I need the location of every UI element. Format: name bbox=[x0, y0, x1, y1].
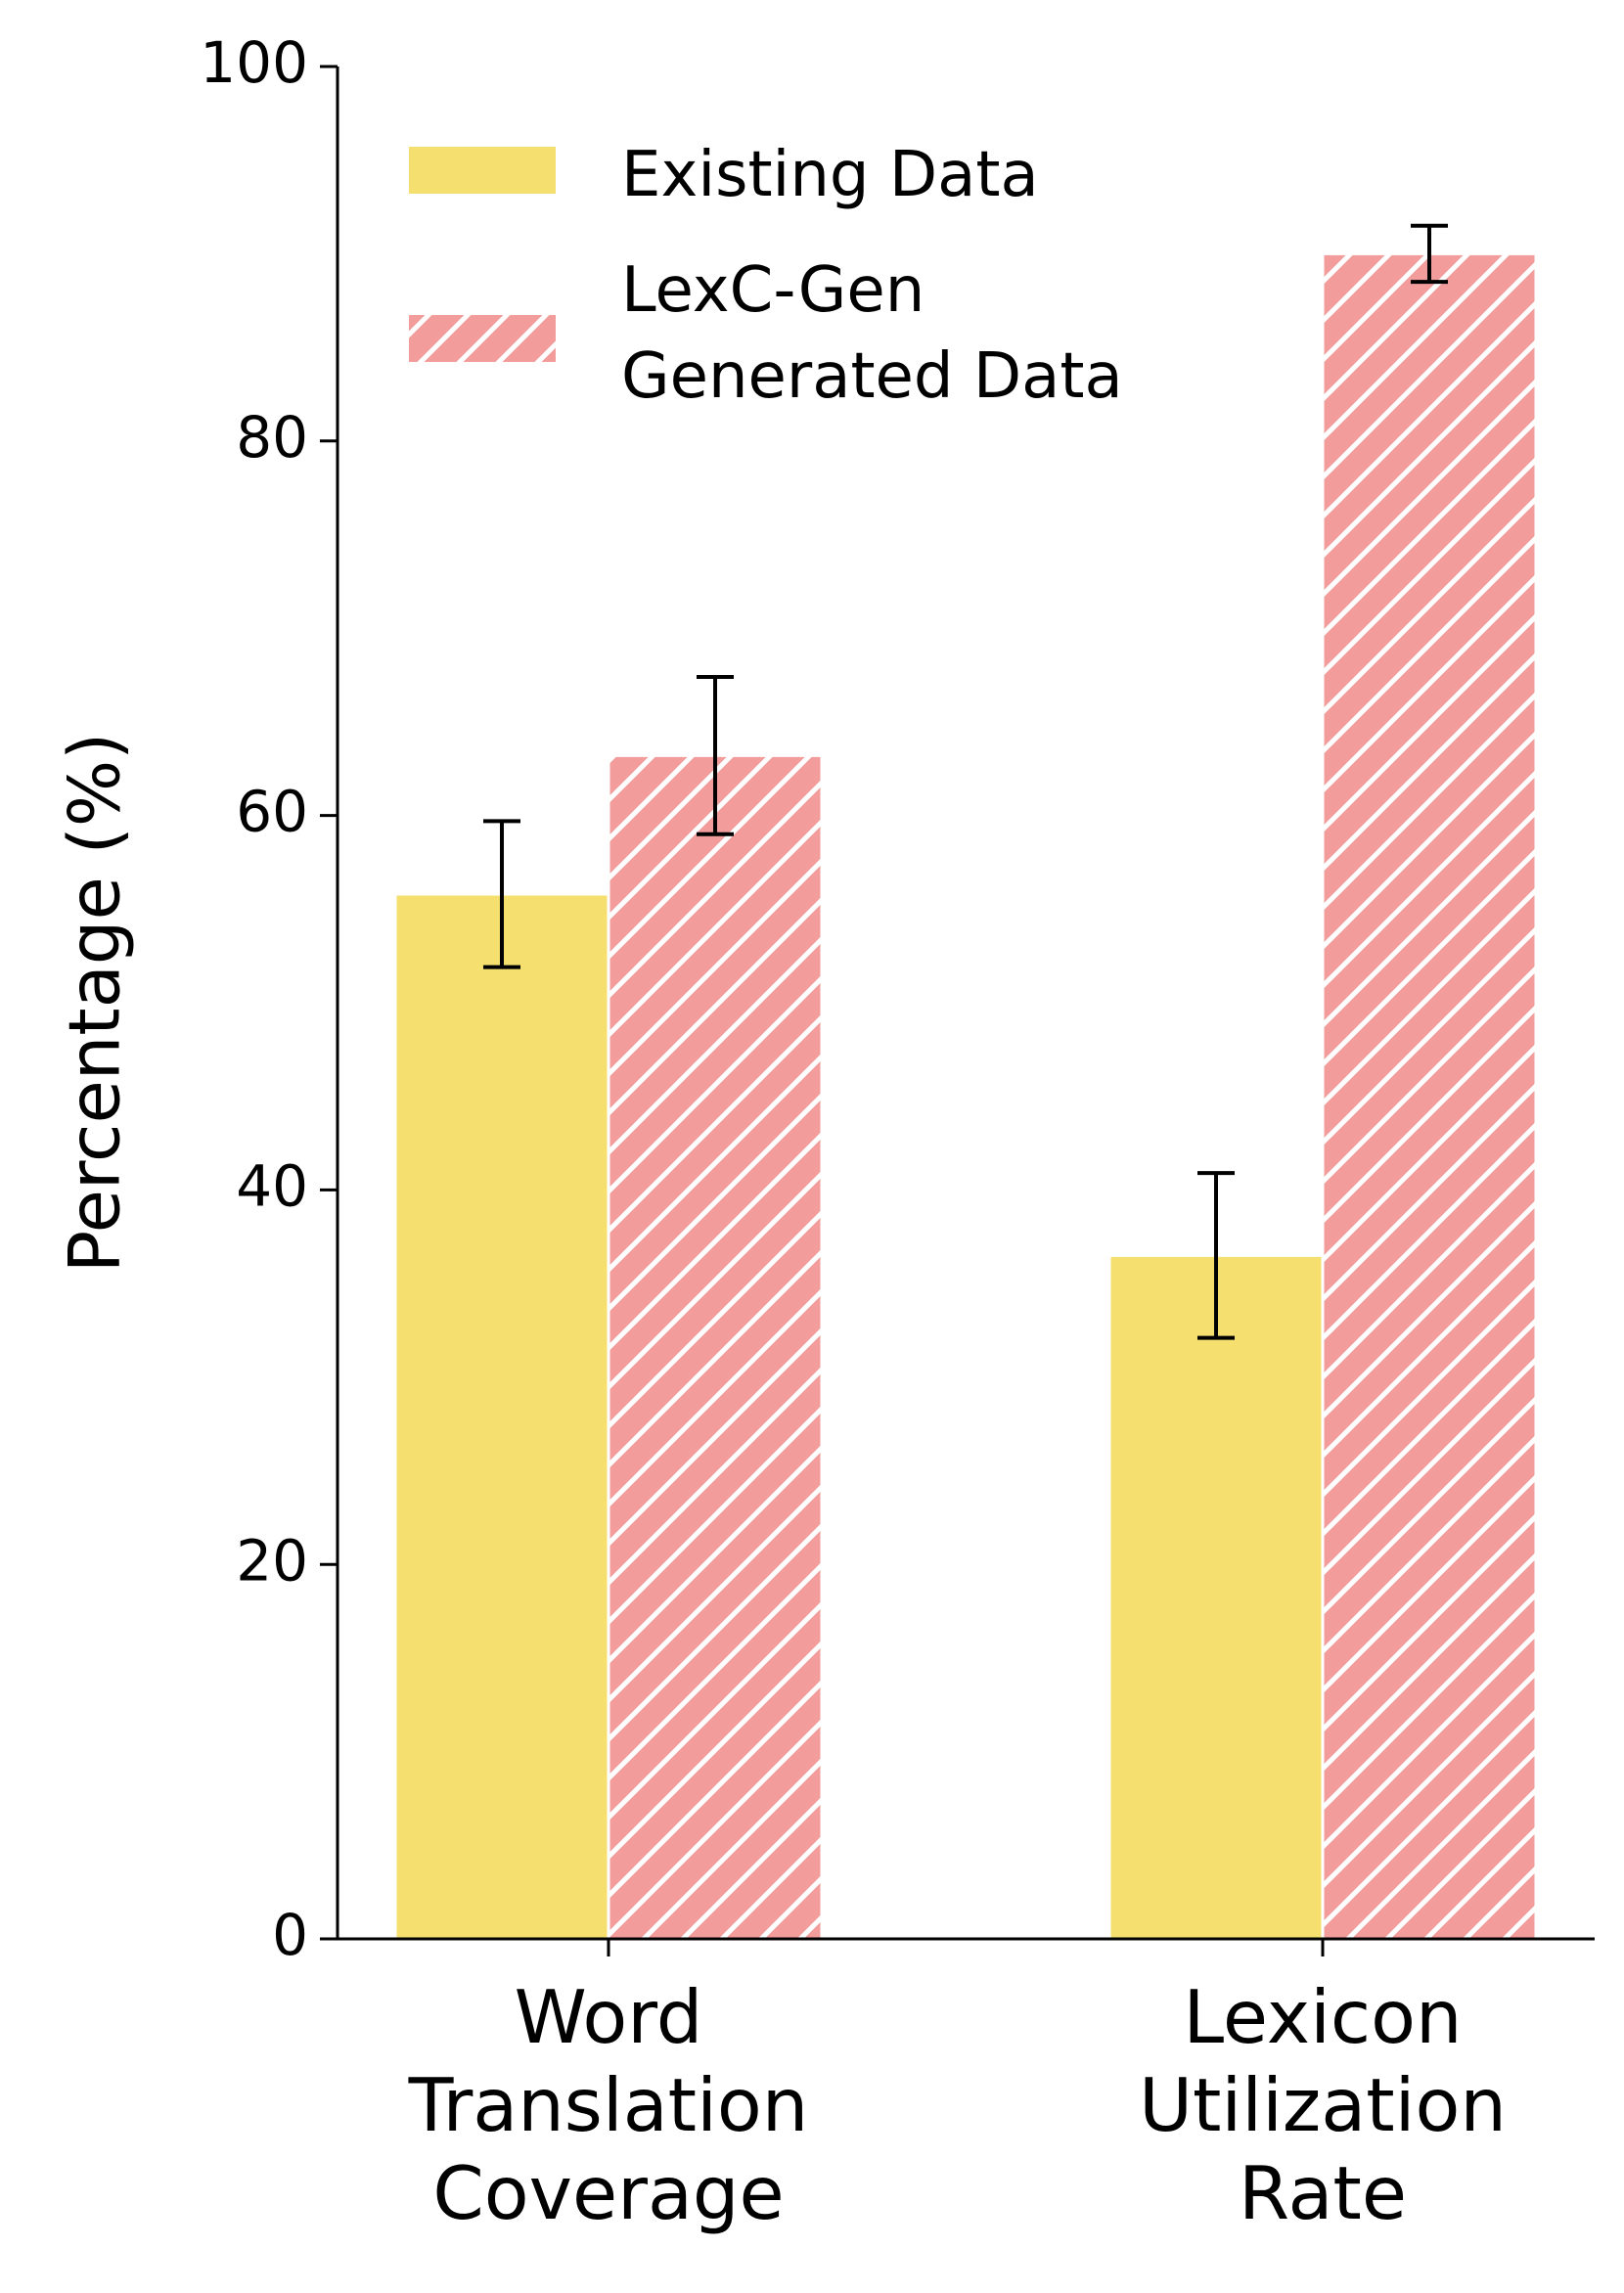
legend-label-lexcgen: LexC-Gen Generated Data bbox=[621, 254, 1123, 413]
x-category-label: Word Translation Coverage bbox=[408, 1974, 809, 2236]
bar-hatch-overlay-1 bbox=[1323, 253, 1536, 1939]
legend-label-line: LexC-Gen bbox=[621, 254, 925, 327]
legend-label-existing: Existing Data bbox=[621, 139, 1039, 211]
legend-swatch-existing bbox=[409, 147, 556, 194]
bars-layer bbox=[393, 251, 1538, 1941]
bar-existing-0 bbox=[395, 893, 609, 1939]
axes-layer bbox=[336, 67, 1595, 1941]
legend-label-line: Generated Data bbox=[621, 340, 1123, 413]
y-tick-label: 0 bbox=[272, 1902, 308, 1968]
x-categories-layer: Word Translation Coverage Lexicon Utilizatio… bbox=[408, 1939, 1507, 2236]
x-category-line: Lexicon bbox=[1183, 1974, 1462, 2060]
legend-swatch-hatch bbox=[409, 315, 556, 362]
bar-hatch-overlay-0 bbox=[609, 755, 822, 1939]
y-tick-label: 40 bbox=[236, 1153, 308, 1220]
legend: Existing Data LexC-Gen Generated Data bbox=[409, 139, 1123, 413]
x-category-line: Translation bbox=[408, 2062, 809, 2148]
x-category-line: Coverage bbox=[432, 2150, 784, 2236]
error-bars-layer bbox=[483, 223, 1448, 1340]
y-tick-label: 60 bbox=[236, 779, 308, 845]
x-category-line: Utilization bbox=[1139, 2062, 1507, 2148]
y-tick-label: 100 bbox=[200, 29, 308, 96]
y-tick-label: 80 bbox=[236, 404, 308, 471]
y-tick-label: 20 bbox=[236, 1527, 308, 1594]
x-category-label: Lexicon Utilization Rate bbox=[1139, 1974, 1507, 2236]
x-category-line: Word bbox=[515, 1974, 703, 2060]
bar-existing-1 bbox=[1109, 1255, 1323, 1939]
y-axis-label: Percentage (%) bbox=[54, 733, 136, 1274]
y-ticks-layer: 0 20 40 60 80 100 bbox=[200, 29, 338, 1968]
x-category-line: Rate bbox=[1239, 2150, 1407, 2236]
